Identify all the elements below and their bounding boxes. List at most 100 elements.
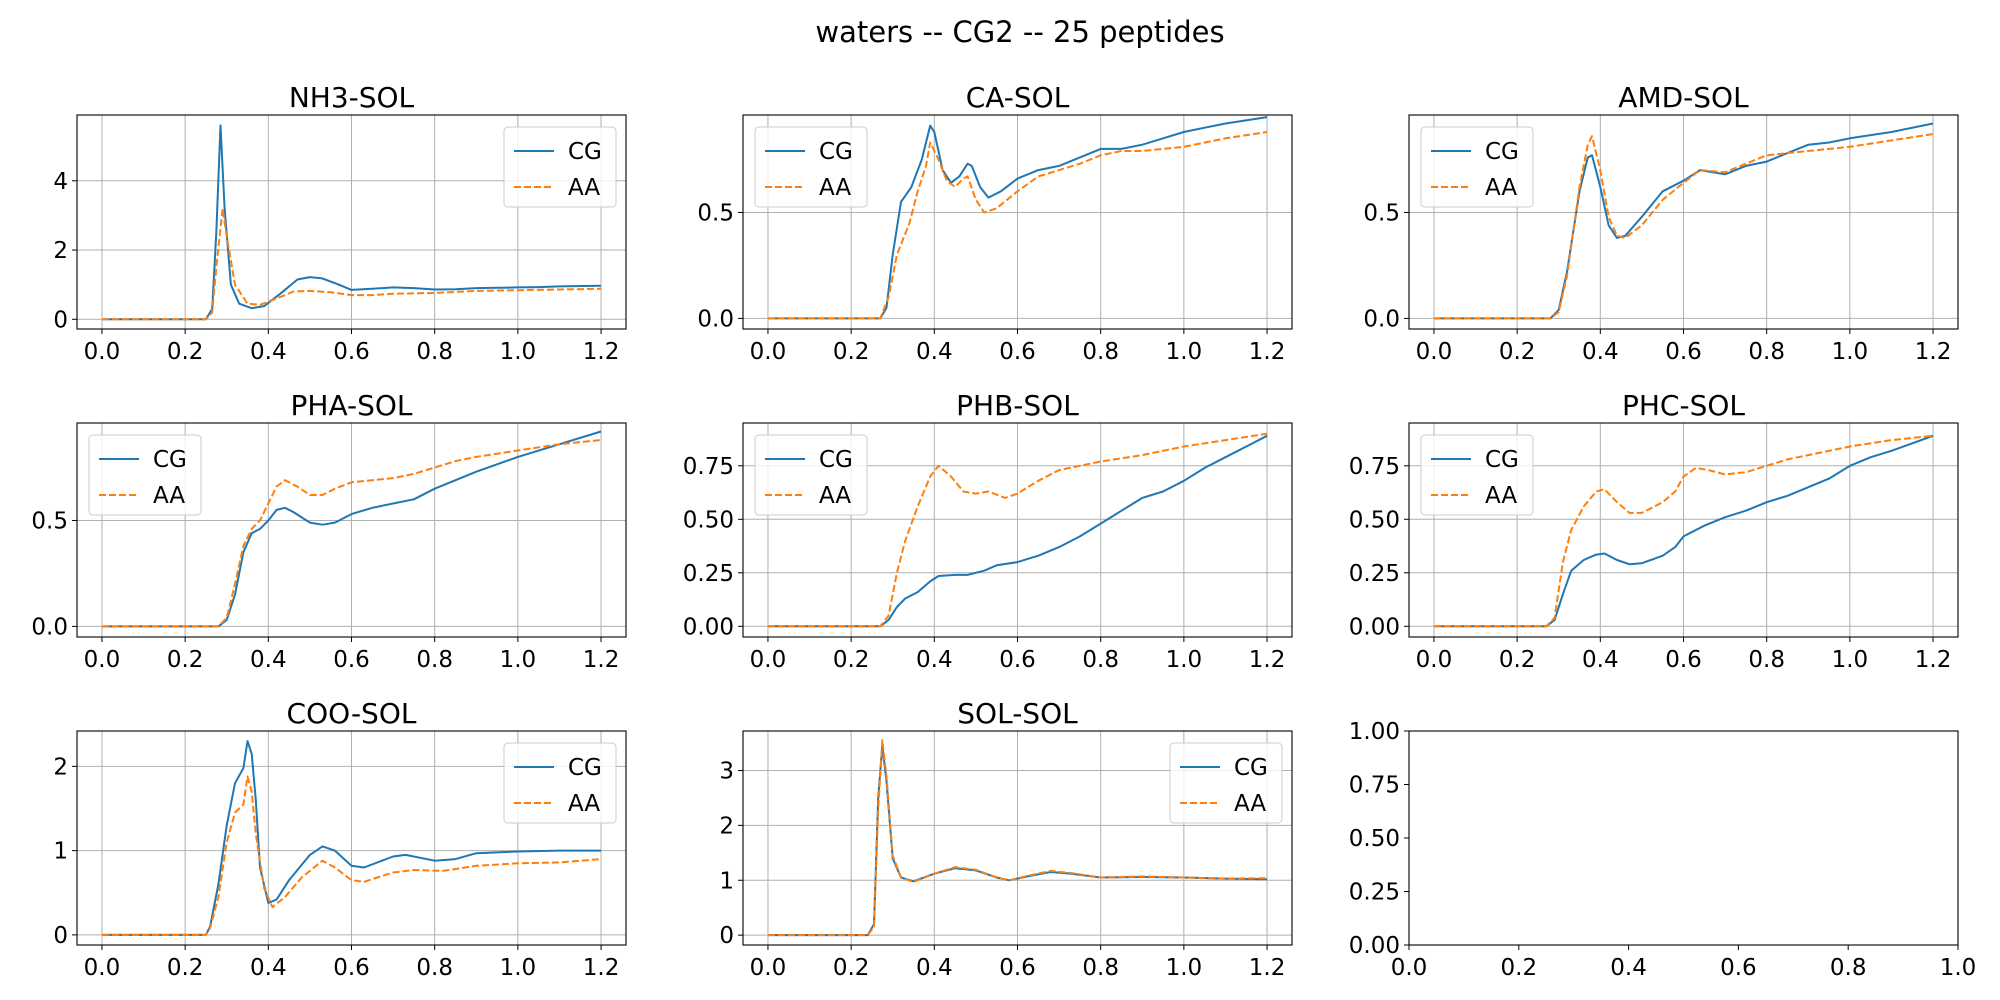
subplot-nh3-sol: 0.0 0.2 0.4 0.6 0.8 1.0 1.2 0 2 4 NH3-SOL CG AA (53, 81, 627, 365)
subplot-title: PHB-SOL (956, 389, 1079, 422)
legend-label: CG (153, 447, 187, 473)
x-tick-label: 0.0 (1391, 955, 1428, 981)
x-tick-label: 0.2 (167, 955, 204, 981)
x-tick-label: 0.8 (1748, 339, 1785, 365)
x-tick-label: 1.0 (1166, 955, 1203, 981)
y-tick-label: 0.25 (683, 561, 734, 587)
x-tick-label: 0.4 (250, 955, 287, 981)
legend-label: AA (153, 483, 185, 509)
subplot-pha-sol: 0.0 0.2 0.4 0.6 0.8 1.0 1.2 0.0 0.5 PHA-SOL CG AA (31, 389, 627, 673)
legend-box (503, 126, 617, 208)
legend-box (1420, 434, 1534, 516)
legend: CG AA (1420, 434, 1534, 516)
y-tick-label: 0.00 (1349, 933, 1400, 959)
legend: CG AA (754, 434, 868, 516)
legend-label: CG (1485, 447, 1519, 473)
x-tick-label: 1.0 (500, 647, 537, 673)
series-line-aa (102, 439, 602, 628)
x-tick-label: 1.0 (500, 339, 537, 365)
x-tick-label: 1.0 (1940, 955, 1977, 981)
x-tick-label: 1.2 (1915, 647, 1952, 673)
x-tick-label: 0.0 (750, 955, 787, 981)
y-tick-label: 0.25 (1349, 561, 1400, 587)
series-line-cg (102, 740, 601, 936)
legend-label: AA (1485, 175, 1517, 201)
x-tick-label: 0.4 (916, 647, 953, 673)
series-line-aa (1434, 434, 1934, 628)
x-tick-label: 0.2 (1499, 647, 1536, 673)
y-tick-label: 0.0 (1363, 306, 1400, 332)
y-tick-label: 0 (53, 307, 68, 333)
x-tick-label: 0.6 (333, 339, 370, 365)
x-tick-label: 0.0 (1416, 339, 1453, 365)
x-tick-label: 0.4 (250, 647, 287, 673)
y-tick-label: 0.5 (31, 508, 68, 534)
x-tick-label: 0.2 (1501, 955, 1538, 981)
legend-label: CG (568, 139, 602, 165)
x-tick-label: 0.6 (333, 647, 370, 673)
legend-label: CG (819, 447, 853, 473)
subplot-coo-sol: 0.0 0.2 0.4 0.6 0.8 1.0 1.2 0 1 2 COO-SOL CG AA (53, 697, 627, 981)
legend-label: AA (568, 791, 600, 817)
subplot-title: SOL-SOL (957, 697, 1078, 730)
legend-box (754, 434, 868, 516)
x-tick-label: 1.0 (1166, 647, 1203, 673)
x-tick-label: 0.6 (1665, 339, 1702, 365)
subplot-ca-sol: 0.0 0.2 0.4 0.6 0.8 1.0 1.2 0.0 0.5 CA-SOL CG AA (697, 81, 1293, 365)
x-tick-label: 0.8 (416, 339, 453, 365)
y-tick-label: 2 (53, 754, 68, 780)
legend: CG AA (754, 126, 868, 208)
x-tick-label: 0.8 (1082, 955, 1119, 981)
y-tick-label: 0.00 (1349, 614, 1400, 640)
subplot-phb-sol: 0.0 0.2 0.4 0.6 0.8 1.0 1.2 0.00 0.25 0.50 0.75 PHB… (683, 389, 1293, 673)
x-tick-label: 0.6 (1720, 955, 1757, 981)
series-line-cg (102, 430, 602, 628)
y-tick-label: 0 (53, 923, 68, 949)
y-tick-label: 0.75 (683, 454, 734, 480)
x-tick-label: 0.4 (1610, 955, 1647, 981)
x-tick-label: 1.2 (1249, 647, 1286, 673)
y-tick-label: 1 (719, 868, 734, 894)
x-tick-label: 0.2 (833, 647, 870, 673)
y-tick-label: 4 (53, 169, 68, 195)
x-tick-label: 0.2 (833, 955, 870, 981)
subplot-title: PHC-SOL (1622, 389, 1745, 422)
series-line-aa (1434, 133, 1934, 320)
y-tick-label: 1 (53, 839, 68, 865)
legend-label: AA (568, 175, 600, 201)
legend-box (503, 742, 617, 824)
x-tick-label: 1.0 (500, 955, 537, 981)
x-tick-label: 1.2 (1249, 955, 1286, 981)
x-tick-label: 0.6 (999, 955, 1036, 981)
y-tick-label: 0 (719, 923, 734, 949)
subplot-amd-sol: 0.0 0.2 0.4 0.6 0.8 1.0 1.2 0.0 0.5 AMD-SOL CG AA (1363, 81, 1959, 365)
legend: CG AA (1420, 126, 1534, 208)
legend: CG AA (1169, 742, 1283, 824)
legend-box (1169, 742, 1283, 824)
x-tick-label: 0.0 (84, 955, 121, 981)
series-line-aa (768, 131, 1268, 320)
x-tick-label: 0.0 (750, 339, 787, 365)
y-tick-label: 0.75 (1349, 773, 1400, 799)
x-tick-label: 0.8 (1082, 647, 1119, 673)
y-tick-label: 3 (719, 759, 734, 785)
legend-label: CG (819, 139, 853, 165)
legend-box (88, 434, 202, 516)
x-tick-label: 0.8 (1082, 339, 1119, 365)
series-line-aa (768, 432, 1268, 628)
y-tick-label: 0.0 (697, 306, 734, 332)
legend-box (1420, 126, 1534, 208)
x-tick-label: 0.0 (84, 339, 121, 365)
y-tick-label: 0.5 (1363, 200, 1400, 226)
subplot-sol-sol: 0.0 0.2 0.4 0.6 0.8 1.0 1.2 0 1 2 3 SOL-SOL CG AA (719, 697, 1293, 981)
x-tick-label: 1.0 (1166, 339, 1203, 365)
legend-label: AA (1485, 483, 1517, 509)
legend: CG AA (503, 126, 617, 208)
x-tick-label: 0.2 (833, 339, 870, 365)
series-line-cg (768, 434, 1268, 628)
subplot-title: CA-SOL (966, 81, 1070, 114)
series-line-cg (1434, 434, 1934, 628)
x-tick-label: 0.6 (999, 339, 1036, 365)
series-line-aa (102, 207, 602, 321)
series-line-cg (102, 124, 602, 321)
